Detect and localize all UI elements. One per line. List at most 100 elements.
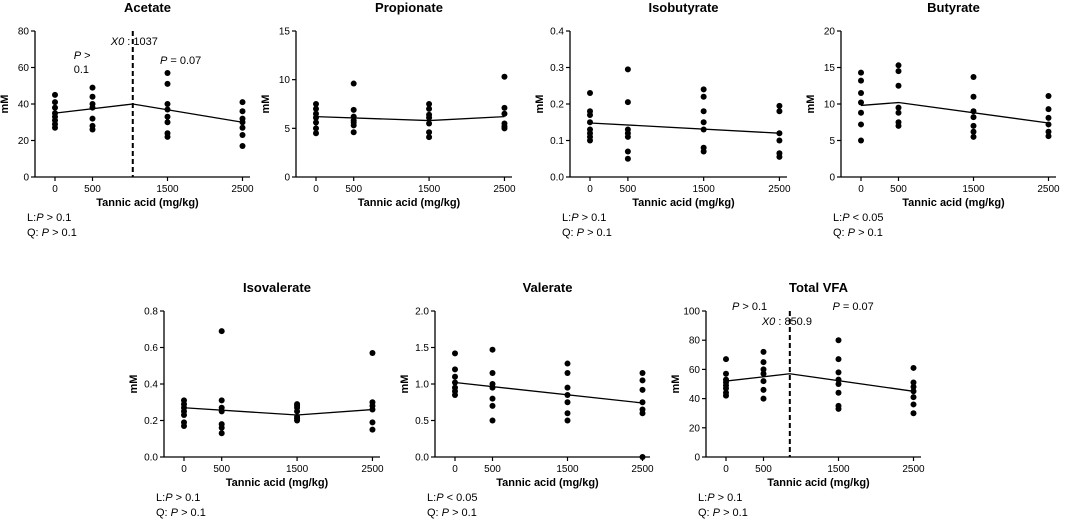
data-point bbox=[501, 73, 508, 80]
x-tick-label: 0 bbox=[181, 464, 187, 475]
data-point bbox=[776, 108, 783, 115]
x-tick-label: 1500 bbox=[962, 184, 985, 195]
data-point bbox=[1045, 92, 1052, 99]
linear-p-value: L:P > 0.1 bbox=[698, 492, 742, 504]
data-point bbox=[313, 130, 319, 137]
x-axis-label: Tannic acid (mg/kg) bbox=[902, 197, 1005, 209]
y-tick-label: 0.2 bbox=[550, 100, 564, 111]
breakpoint-label: X0 : 1037 bbox=[110, 36, 158, 48]
data-point bbox=[1045, 106, 1052, 113]
fit-line bbox=[860, 101, 1049, 124]
panel-valerate: Valerate 0.0 0.5 1.0 1.5 2.0 0 500 1500 2500 Tanni… bbox=[399, 280, 654, 519]
x-tick-label: 2500 bbox=[768, 184, 791, 195]
x-tick-label: 500 bbox=[890, 184, 907, 195]
panel-butyrate: Butyrate 0 5 10 15 20 0 500 1500 2500 Tannic acid … bbox=[805, 0, 1060, 239]
data-point bbox=[835, 389, 842, 396]
x-axis-label: Tannic acid (mg/kg) bbox=[767, 477, 870, 489]
x-tick-label: 2500 bbox=[1037, 184, 1060, 195]
data-point bbox=[239, 124, 246, 131]
data-point bbox=[835, 369, 842, 376]
data-point bbox=[501, 104, 508, 111]
data-point bbox=[835, 356, 842, 363]
data-point bbox=[910, 394, 917, 401]
y-tick-label: 0.1 bbox=[550, 136, 564, 147]
data-point bbox=[858, 121, 864, 128]
linear-p-value: L:P > 0.1 bbox=[562, 212, 606, 224]
data-point bbox=[564, 384, 571, 391]
x-tick-label: 1500 bbox=[693, 184, 716, 195]
breakpoint-label: X0 : 850.9 bbox=[761, 316, 812, 328]
y-tick-label: 5 bbox=[829, 136, 835, 147]
x-tick-label: 0 bbox=[313, 184, 319, 195]
fit-line bbox=[589, 122, 780, 134]
data-point bbox=[52, 104, 58, 111]
data-point bbox=[858, 69, 864, 76]
data-point bbox=[639, 454, 646, 460]
right-segment-p: P = 0.07 bbox=[833, 301, 874, 313]
data-point bbox=[700, 93, 707, 100]
data-point bbox=[313, 125, 319, 132]
y-tick-label: 60 bbox=[18, 63, 30, 74]
data-point bbox=[564, 360, 571, 367]
data-point bbox=[313, 114, 319, 121]
data-point bbox=[895, 104, 902, 111]
y-axis-label: mM bbox=[260, 95, 272, 114]
x-tick-label: 500 bbox=[484, 464, 501, 475]
quadratic-p-value: Q: P > 0.1 bbox=[698, 507, 748, 519]
data-point bbox=[452, 366, 458, 373]
data-point bbox=[1045, 114, 1052, 121]
data-point bbox=[89, 104, 96, 111]
data-point bbox=[164, 113, 171, 120]
data-point bbox=[426, 134, 433, 141]
data-point bbox=[350, 80, 357, 87]
x-tick-label: 0 bbox=[452, 464, 458, 475]
chart-title: Total VFA bbox=[789, 280, 849, 295]
x-tick-label: 2500 bbox=[631, 464, 654, 475]
x-tick-label: 500 bbox=[213, 464, 230, 475]
fit-line bbox=[315, 116, 505, 122]
data-point bbox=[218, 328, 225, 335]
x-tick-label: 2500 bbox=[361, 464, 384, 475]
data-point bbox=[895, 68, 902, 75]
y-tick-label: 0.2 bbox=[144, 416, 158, 427]
chart-title: Valerate bbox=[523, 280, 573, 295]
data-point bbox=[760, 348, 767, 355]
data-point bbox=[835, 405, 842, 412]
data-point bbox=[218, 397, 225, 404]
chart-title: Isobutyrate bbox=[648, 0, 718, 15]
data-point bbox=[239, 99, 246, 106]
data-point bbox=[639, 377, 646, 384]
data-point bbox=[760, 386, 767, 393]
data-point bbox=[89, 84, 96, 91]
y-tick-label: 0.0 bbox=[415, 453, 429, 464]
data-point bbox=[89, 126, 96, 133]
data-point bbox=[624, 99, 631, 106]
y-tick-label: 15 bbox=[279, 27, 291, 38]
data-point bbox=[700, 86, 707, 93]
data-point bbox=[776, 130, 783, 137]
quadratic-p-value: Q: P > 0.1 bbox=[562, 227, 612, 239]
data-point bbox=[181, 412, 187, 419]
data-point bbox=[587, 119, 593, 126]
data-point bbox=[369, 406, 376, 413]
y-tick-label: 0.4 bbox=[144, 380, 158, 391]
data-point bbox=[426, 105, 433, 112]
data-point bbox=[350, 122, 357, 129]
linear-p-value: L:P > 0.1 bbox=[27, 212, 71, 224]
y-tick-label: 60 bbox=[689, 365, 701, 376]
y-tick-label: 0 bbox=[284, 173, 290, 184]
x-axis-label: Tannic acid (mg/kg) bbox=[96, 197, 199, 209]
data-point bbox=[564, 391, 571, 398]
data-point bbox=[164, 69, 171, 76]
data-point bbox=[587, 111, 593, 118]
linear-p-value: L:P < 0.05 bbox=[833, 212, 883, 224]
data-point bbox=[910, 364, 917, 371]
data-point bbox=[218, 424, 225, 431]
data-point bbox=[369, 419, 376, 426]
data-point bbox=[426, 129, 433, 136]
data-point bbox=[776, 137, 783, 144]
y-tick-label: 100 bbox=[683, 307, 700, 318]
quadratic-p-value: Q: P > 0.1 bbox=[833, 227, 883, 239]
x-tick-label: 1500 bbox=[156, 184, 179, 195]
x-tick-label: 1500 bbox=[556, 464, 579, 475]
